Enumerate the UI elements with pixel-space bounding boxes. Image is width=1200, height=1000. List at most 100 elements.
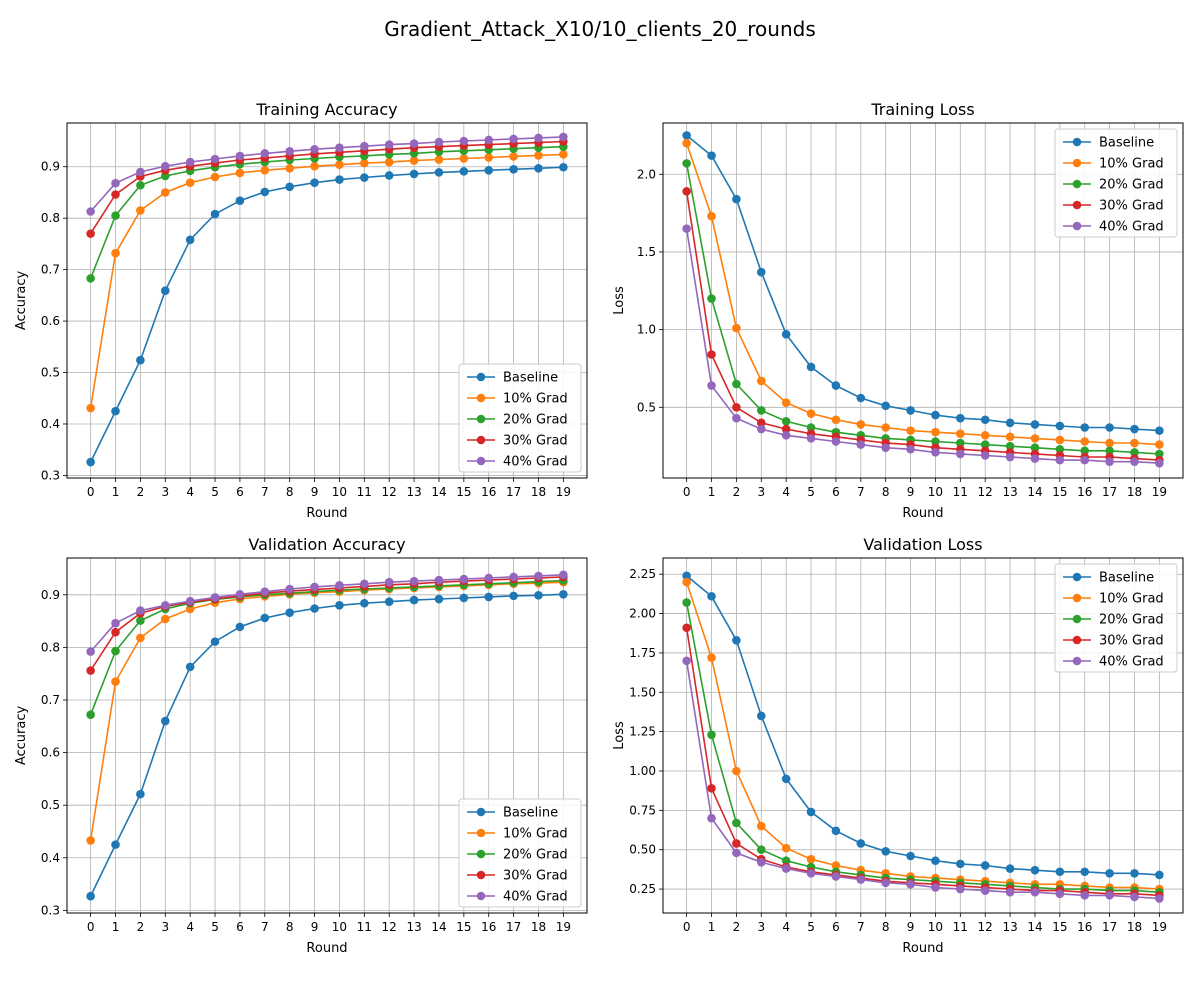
data-point (534, 163, 543, 173)
legend-label: Baseline (503, 371, 558, 386)
legend-label: 30% Grad (1099, 634, 1164, 649)
data-point (459, 167, 469, 176)
data-point (484, 153, 494, 162)
y-tick-label: 2.00 (629, 607, 656, 621)
data-point (906, 851, 915, 861)
x-tick-label: 13 (406, 485, 421, 499)
data-point (756, 821, 766, 831)
x-tick-label: 0 (87, 485, 95, 499)
x-tick-label: 5 (211, 920, 219, 934)
x-tick-label: 11 (357, 485, 372, 499)
data-point (756, 858, 766, 867)
data-point (310, 604, 319, 613)
x-tick-label: 2 (137, 485, 145, 499)
data-point (682, 656, 691, 666)
data-point (1130, 448, 1139, 457)
data-point (559, 132, 568, 142)
x-tick-label: 4 (186, 920, 194, 934)
data-point (459, 154, 469, 163)
data-point (707, 211, 716, 221)
data-point (682, 187, 691, 196)
x-tick-label: 13 (1002, 485, 1017, 499)
data-point (285, 584, 294, 594)
y-tick-label: 0.5 (41, 798, 60, 812)
data-point (781, 843, 791, 853)
x-tick-label: 17 (1102, 485, 1117, 499)
x-tick-label: 8 (882, 485, 890, 499)
legend: Baseline 10% Grad 20% Grad 30% Grad 40% Grad (1054, 128, 1178, 238)
data-point (285, 182, 294, 192)
data-point (260, 587, 270, 596)
data-point (881, 443, 890, 453)
y-tick-label: 0.4 (41, 851, 60, 865)
data-point (509, 165, 518, 174)
x-tick-label: 19 (1152, 920, 1167, 934)
data-point (980, 415, 990, 425)
data-point (856, 440, 866, 449)
legend: Baseline 10% Grad 20% Grad 30% Grad 40% Grad (458, 798, 582, 908)
chart-title: Validation Loss (863, 535, 982, 554)
x-tick-label: 18 (1127, 920, 1142, 934)
data-point (86, 647, 95, 656)
data-point (509, 591, 518, 601)
x-tick-label: 10 (332, 485, 347, 499)
data-point (136, 180, 145, 190)
x-tick-label: 1 (708, 485, 716, 499)
y-tick-label: 0.3 (41, 903, 60, 917)
y-tick-label: 0.6 (41, 746, 60, 760)
x-tick-label: 7 (261, 920, 269, 934)
legend-label: Baseline (1099, 571, 1154, 586)
legend-label: 20% Grad (503, 413, 568, 428)
data-point (285, 163, 294, 173)
y-tick-label: 2.25 (629, 567, 656, 581)
x-tick-label: 14 (1027, 920, 1042, 934)
legend-box (458, 363, 582, 473)
legend-swatch-marker (476, 414, 486, 424)
data-point (881, 846, 890, 856)
data-point (111, 211, 120, 220)
legend-label: 20% Grad (1099, 178, 1164, 193)
data-point (707, 151, 716, 160)
data-point (86, 710, 95, 720)
data-point (111, 840, 120, 849)
x-tick-label: 6 (236, 485, 244, 499)
x-tick-label: 16 (1077, 920, 1092, 934)
data-point (1055, 435, 1065, 445)
data-point (459, 593, 469, 603)
data-point (111, 178, 120, 188)
data-point (682, 138, 691, 148)
x-tick-label: 4 (782, 920, 790, 934)
data-point (906, 406, 915, 415)
x-tick-label: 0 (683, 920, 691, 934)
data-point (806, 869, 816, 878)
data-point (360, 141, 369, 151)
data-point (136, 633, 145, 643)
x-tick-label: 12 (978, 485, 993, 499)
data-point (86, 666, 95, 675)
data-point (980, 430, 990, 440)
y-tick-label: 1.5 (637, 245, 656, 259)
data-point (1080, 446, 1090, 456)
data-point (956, 413, 965, 423)
legend-label: Baseline (1099, 136, 1154, 151)
data-point (931, 437, 940, 446)
x-axis-label: Round (306, 506, 347, 521)
x-tick-label: 10 (928, 920, 943, 934)
data-point (906, 880, 915, 889)
y-tick-label: 0.8 (41, 211, 60, 225)
data-point (707, 813, 716, 823)
x-tick-label: 6 (832, 920, 840, 934)
data-point (1105, 869, 1114, 878)
legend-swatch-marker (1072, 200, 1082, 210)
legend-label: 40% Grad (1099, 220, 1164, 235)
x-tick-label: 1 (708, 920, 716, 934)
y-tick-label: 0.75 (629, 803, 656, 817)
legend-swatch-marker (1072, 179, 1082, 189)
data-point (906, 444, 915, 454)
data-point (756, 424, 766, 434)
data-point (160, 716, 170, 726)
legend-label: 30% Grad (503, 869, 568, 884)
figure-title: Gradient_Attack_X10/10_clients_20_rounds (384, 17, 816, 41)
data-point (409, 595, 419, 605)
data-point (86, 457, 95, 467)
